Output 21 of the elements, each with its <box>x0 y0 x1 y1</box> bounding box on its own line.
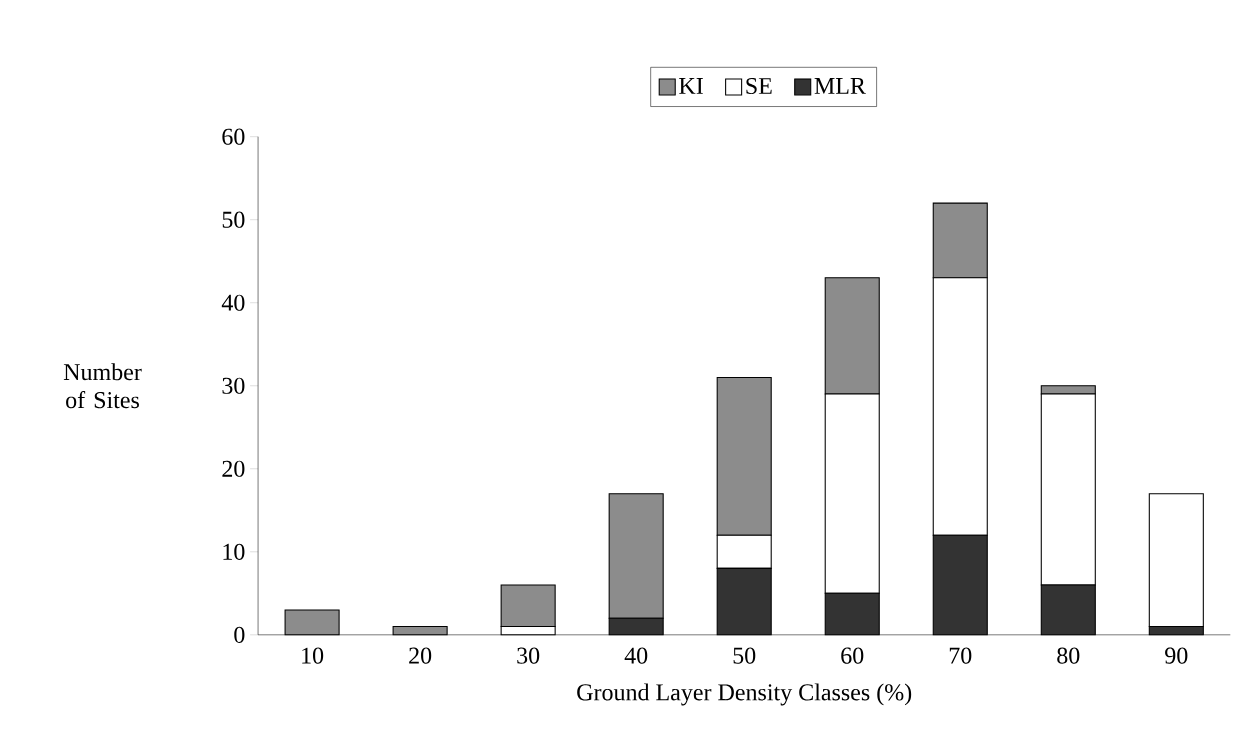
y-tick-label: 30 <box>222 377 245 395</box>
x-tick-label: 80 <box>1057 647 1080 664</box>
y-tick-label: 60 <box>222 128 245 146</box>
x-tick-label: 20 <box>409 647 432 664</box>
x-tick-label: 60 <box>841 647 864 664</box>
y-tick-label: 0 <box>234 626 245 644</box>
y-axis-title: Number of Sites <box>63 363 142 409</box>
x-tick-label: 70 <box>949 647 972 664</box>
y-tick-label: 50 <box>222 211 245 229</box>
y-tick-label: 20 <box>222 460 245 478</box>
x-tick-label: 10 <box>302 647 324 664</box>
legend-label: SE <box>746 78 772 95</box>
x-tick-label: 40 <box>624 647 648 664</box>
y-tick-label: 40 <box>221 294 245 312</box>
x-tick-label: 50 <box>733 647 756 664</box>
x-axis-title: Ground Layer Density Classes (%) <box>577 683 912 706</box>
x-tick-label: 90 <box>1165 647 1188 664</box>
x-tick-label: 30 <box>517 647 540 664</box>
legend-label: MLR <box>814 78 866 95</box>
legend-label: KI <box>679 78 703 95</box>
y-tick-label: 10 <box>223 543 245 561</box>
